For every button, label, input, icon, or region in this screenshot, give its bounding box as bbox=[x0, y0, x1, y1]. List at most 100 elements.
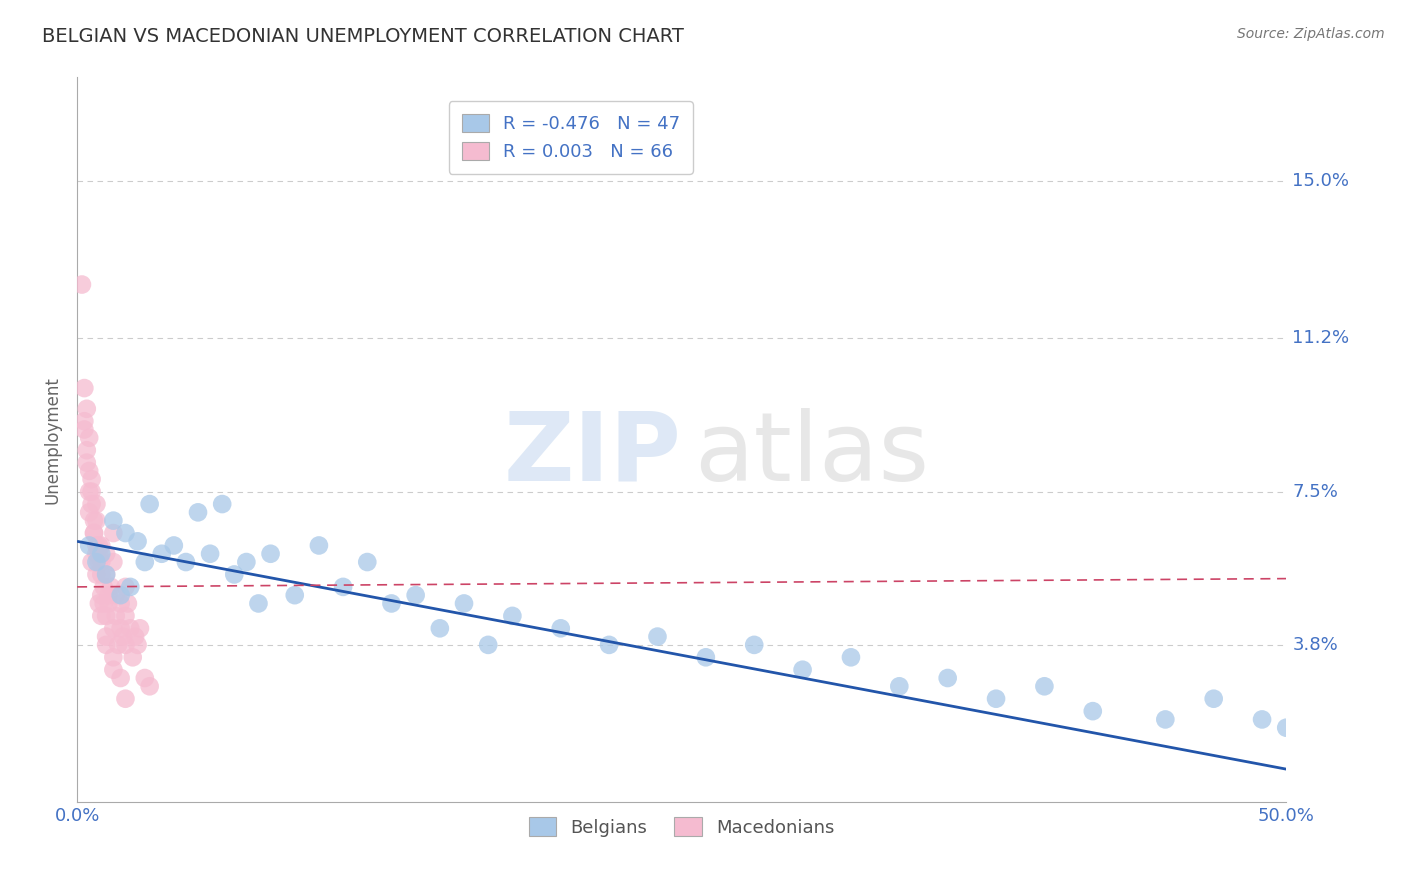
Point bbox=[87, 555, 110, 569]
Point bbox=[97, 597, 120, 611]
Point bbox=[839, 650, 862, 665]
Point bbox=[235, 555, 257, 569]
Point bbox=[94, 608, 117, 623]
Point bbox=[73, 414, 96, 428]
Point bbox=[76, 443, 98, 458]
Point bbox=[127, 534, 149, 549]
Point bbox=[110, 588, 132, 602]
Point bbox=[429, 621, 451, 635]
Point bbox=[76, 401, 98, 416]
Point bbox=[86, 497, 108, 511]
Point bbox=[87, 597, 110, 611]
Point bbox=[187, 505, 209, 519]
Point bbox=[90, 588, 112, 602]
Text: 11.2%: 11.2% bbox=[1292, 329, 1350, 347]
Point bbox=[124, 630, 146, 644]
Point bbox=[112, 630, 135, 644]
Point bbox=[83, 526, 105, 541]
Point bbox=[936, 671, 959, 685]
Text: ZIP: ZIP bbox=[503, 408, 682, 500]
Point bbox=[93, 580, 115, 594]
Point bbox=[90, 567, 112, 582]
Point bbox=[86, 547, 108, 561]
Point bbox=[90, 539, 112, 553]
Point bbox=[104, 608, 127, 623]
Point bbox=[120, 621, 142, 635]
Point bbox=[134, 555, 156, 569]
Point bbox=[77, 431, 100, 445]
Point bbox=[453, 597, 475, 611]
Point bbox=[107, 638, 129, 652]
Point bbox=[501, 608, 523, 623]
Point bbox=[83, 526, 105, 541]
Point bbox=[356, 555, 378, 569]
Point bbox=[224, 567, 246, 582]
Point bbox=[114, 608, 136, 623]
Point bbox=[259, 547, 281, 561]
Point bbox=[70, 277, 93, 292]
Point bbox=[76, 456, 98, 470]
Point bbox=[984, 691, 1007, 706]
Point bbox=[90, 547, 112, 561]
Point bbox=[117, 597, 139, 611]
Point bbox=[405, 588, 427, 602]
Text: 7.5%: 7.5% bbox=[1292, 483, 1339, 500]
Point bbox=[127, 638, 149, 652]
Point bbox=[284, 588, 307, 602]
Point bbox=[103, 555, 125, 569]
Point bbox=[80, 497, 103, 511]
Point bbox=[211, 497, 233, 511]
Text: Source: ZipAtlas.com: Source: ZipAtlas.com bbox=[1237, 27, 1385, 41]
Point bbox=[97, 588, 120, 602]
Point bbox=[792, 663, 814, 677]
Point bbox=[114, 691, 136, 706]
Point bbox=[104, 588, 127, 602]
Point bbox=[77, 464, 100, 478]
Point bbox=[110, 597, 132, 611]
Point bbox=[308, 539, 330, 553]
Point bbox=[86, 567, 108, 582]
Point bbox=[114, 580, 136, 594]
Point bbox=[1251, 713, 1274, 727]
Legend: Belgians, Macedonians: Belgians, Macedonians bbox=[522, 810, 842, 844]
Point bbox=[1202, 691, 1225, 706]
Point bbox=[1275, 721, 1298, 735]
Point bbox=[247, 597, 270, 611]
Point bbox=[90, 608, 112, 623]
Point bbox=[83, 514, 105, 528]
Point bbox=[477, 638, 499, 652]
Point bbox=[110, 671, 132, 685]
Point bbox=[94, 630, 117, 644]
Point bbox=[163, 539, 186, 553]
Point bbox=[1154, 713, 1177, 727]
Point bbox=[94, 567, 117, 582]
Point bbox=[80, 555, 103, 569]
Point bbox=[889, 679, 911, 693]
Point bbox=[198, 547, 221, 561]
Point bbox=[94, 547, 117, 561]
Point bbox=[103, 526, 125, 541]
Text: BELGIAN VS MACEDONIAN UNEMPLOYMENT CORRELATION CHART: BELGIAN VS MACEDONIAN UNEMPLOYMENT CORRE… bbox=[42, 27, 685, 45]
Point bbox=[742, 638, 765, 652]
Point bbox=[100, 580, 122, 594]
Point bbox=[134, 671, 156, 685]
Point bbox=[129, 621, 152, 635]
Point bbox=[77, 539, 100, 553]
Point bbox=[86, 555, 108, 569]
Y-axis label: Unemployment: Unemployment bbox=[44, 376, 60, 504]
Point bbox=[332, 580, 354, 594]
Point bbox=[647, 630, 669, 644]
Point bbox=[120, 580, 142, 594]
Point bbox=[87, 547, 110, 561]
Point bbox=[103, 514, 125, 528]
Point bbox=[80, 484, 103, 499]
Point bbox=[103, 621, 125, 635]
Point bbox=[121, 650, 143, 665]
Point bbox=[150, 547, 173, 561]
Point bbox=[114, 638, 136, 652]
Point bbox=[90, 555, 112, 569]
Point bbox=[86, 514, 108, 528]
Point bbox=[1081, 704, 1104, 718]
Text: atlas: atlas bbox=[693, 408, 929, 500]
Point bbox=[138, 497, 160, 511]
